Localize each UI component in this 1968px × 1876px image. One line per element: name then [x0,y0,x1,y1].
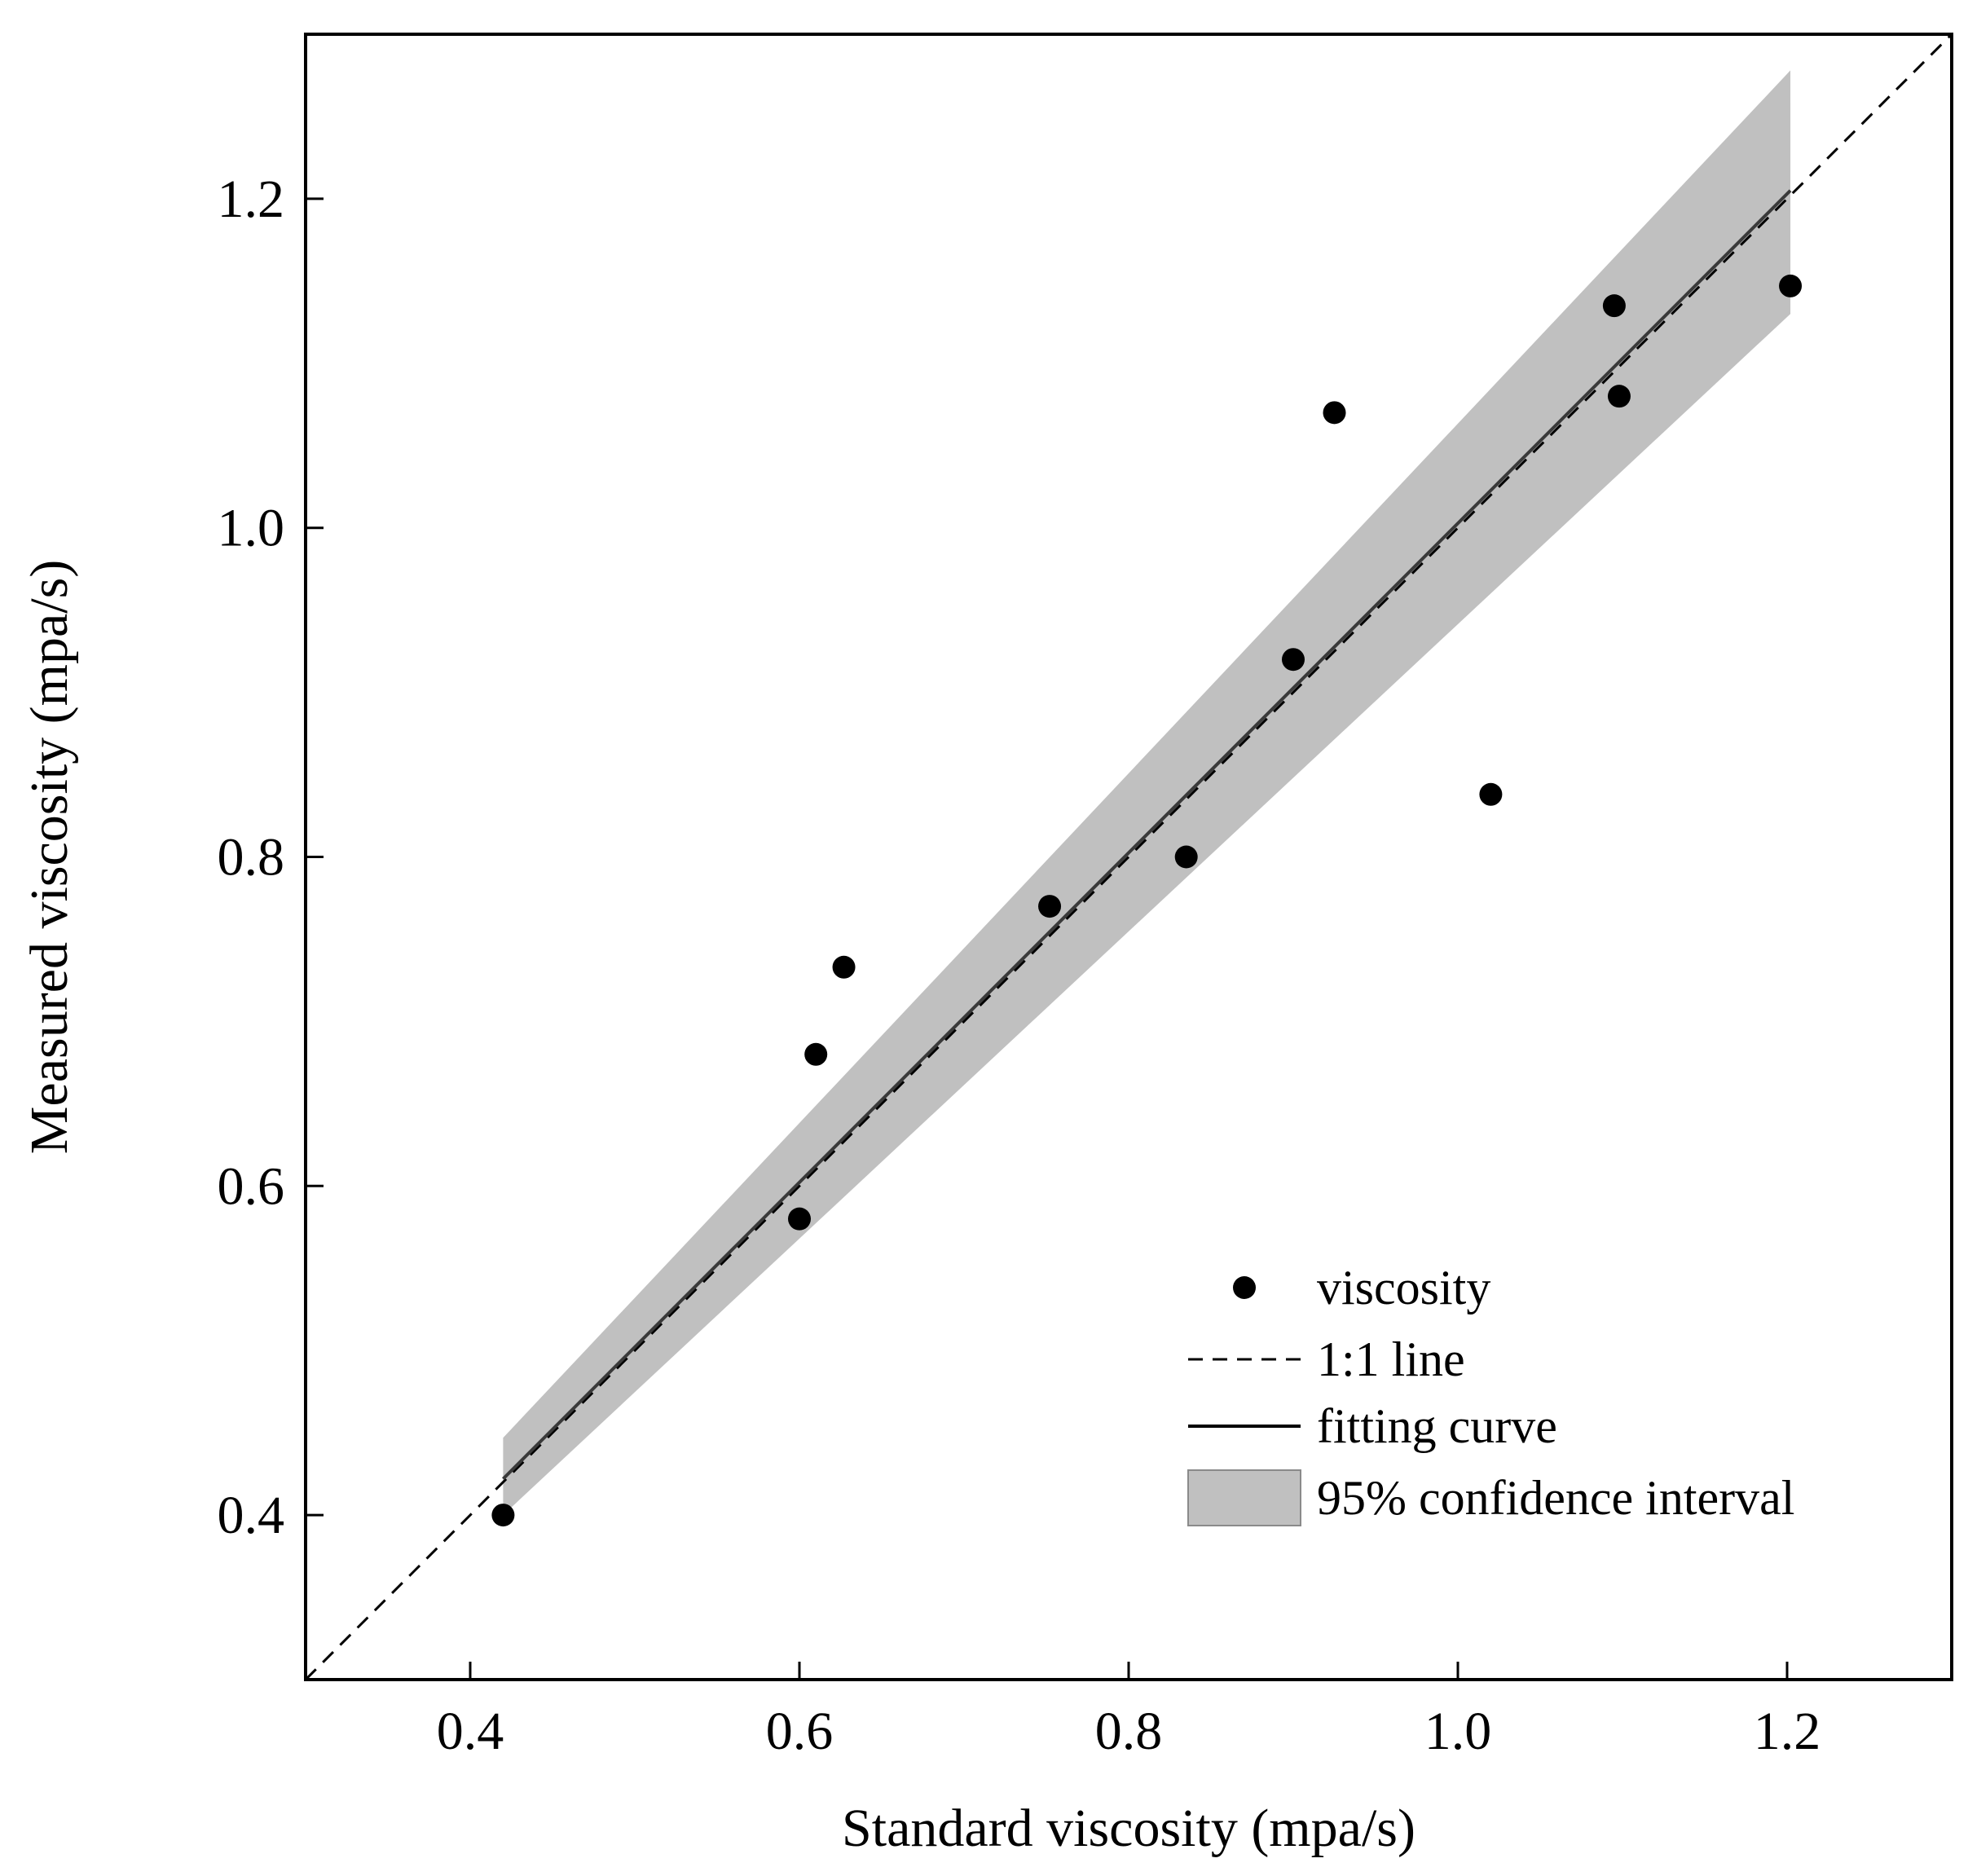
y-tick-label: 1.0 [218,499,285,558]
legend: viscosity 1:1 line fitting curve 95% confid… [1187,1261,1794,1526]
data-point [1607,385,1631,408]
data-point [1174,845,1198,869]
y-tick-label: 1.2 [218,170,285,229]
data-point [1323,401,1346,425]
data-point [788,1207,811,1231]
data-point [1479,782,1503,806]
x-tick-label: 1.2 [1754,1702,1821,1761]
y-tick-label: 0.6 [218,1156,285,1216]
data-point [1282,648,1305,672]
y-tick-label: 0.4 [218,1486,285,1545]
legend-band-swatch-icon [1187,1469,1301,1526]
fitting-curve-line [501,189,1792,1481]
x-axis-ticks: 0.4 0.6 0.8 1.0 1.2 [437,1662,1821,1761]
data-point [804,1042,828,1066]
x-tick-label: 1.0 [1424,1702,1492,1761]
y-axis-title: Measured viscosity (mpa/s) [20,560,79,1155]
legend-label: fitting curve [1317,1399,1557,1453]
confidence-band [503,70,1791,1516]
x-tick-label: 0.6 [766,1702,834,1761]
y-axis-ticks: 0.4 0.6 0.8 1.0 1.2 [218,170,324,1545]
data-point [1602,294,1626,318]
x-tick-label: 0.8 [1095,1702,1163,1761]
legend-label: 1:1 line [1317,1332,1465,1386]
data-point [1038,895,1062,918]
x-axis-title: Standard viscosity (mpa/s) [842,1799,1415,1858]
points-layer [491,274,1803,1527]
lines-layer [304,33,1953,1681]
data-point [1779,274,1803,297]
legend-label: viscosity [1317,1261,1490,1315]
data-point [832,955,856,979]
legend-dot-icon [1233,1276,1256,1299]
confidence-band-layer [503,70,1791,1516]
x-tick-label: 0.4 [437,1702,504,1761]
legend-label: 95% confidence interval [1317,1471,1794,1525]
data-point [491,1504,515,1527]
y-tick-label: 0.8 [218,828,285,887]
one-to-one-line [304,33,1953,1681]
